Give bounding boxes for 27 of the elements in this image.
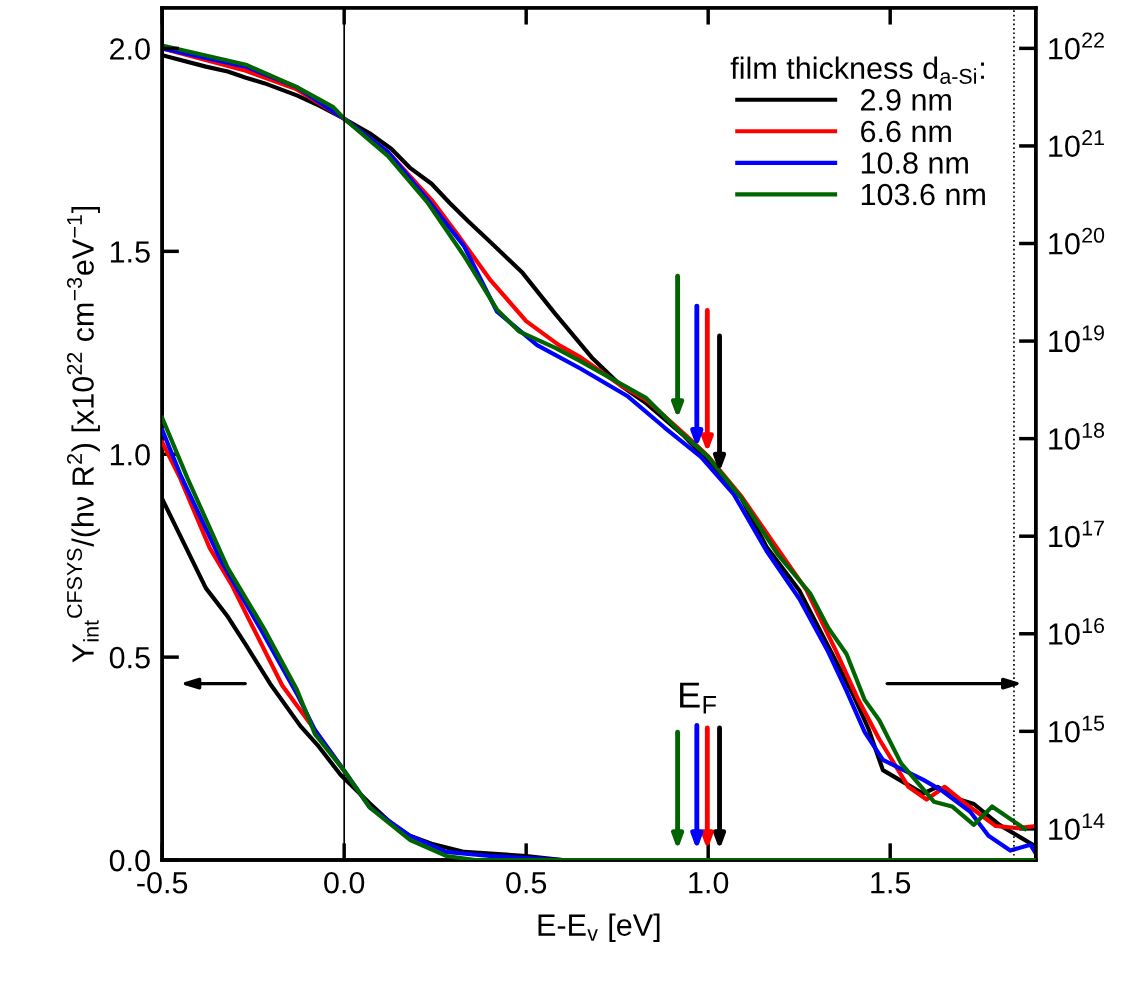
y-tick-label: 0.5 xyxy=(109,646,150,669)
y-tick-label: 1.0 xyxy=(110,443,150,466)
annotation: E$_{F}$ xyxy=(680,682,716,714)
x-tick-label: 1.5 xyxy=(871,872,911,894)
y2-tick-label: 10$^{16}$ xyxy=(1049,617,1105,645)
y2-tick-label: 10$^{19}$ xyxy=(1049,325,1104,353)
y2-tick-label: 10$^{20}$ xyxy=(1049,227,1105,255)
y2-tick-label: 10$^{17}$ xyxy=(1049,520,1104,548)
y-tick-label: 1.5 xyxy=(110,241,150,263)
y2-tick-label: 10$^{18}$ xyxy=(1049,422,1105,450)
legend-label: 2.9 nm xyxy=(861,89,951,111)
legend-label: 103.6 nm xyxy=(861,183,985,206)
x-tick-label: 0.0 xyxy=(324,871,365,894)
x-tick-label: 1.0 xyxy=(689,871,729,894)
y2-tick-label: 10$^{15}$ xyxy=(1049,715,1105,743)
text: Y$_{int}$$^{CFSYS}$/(hν R$^{2}$) [x10$^{22}$ cm$^{−3}$eV$^{−1}$] xyxy=(66,206,100,663)
legend-title: film thickness d$_{a-Si}$: xyxy=(730,56,984,84)
x-axis-title: E-E$_{v}$ [eV] xyxy=(538,913,660,942)
x-tick-label: 0.5 xyxy=(506,871,547,894)
y-tick-label: 2.0 xyxy=(110,38,150,60)
x-tick-label: -0.5 xyxy=(137,871,188,894)
y2-tick-label: 10$^{21}$ xyxy=(1049,130,1104,158)
y2-tick-label: 10$^{14}$ xyxy=(1049,813,1105,841)
y-tick-label: 0.0 xyxy=(109,849,150,872)
legend-label: 6.6 nm xyxy=(861,120,951,143)
legend-label: 10.8 nm xyxy=(861,152,968,174)
y2-tick-label: 10$^{22}$ xyxy=(1049,32,1104,60)
